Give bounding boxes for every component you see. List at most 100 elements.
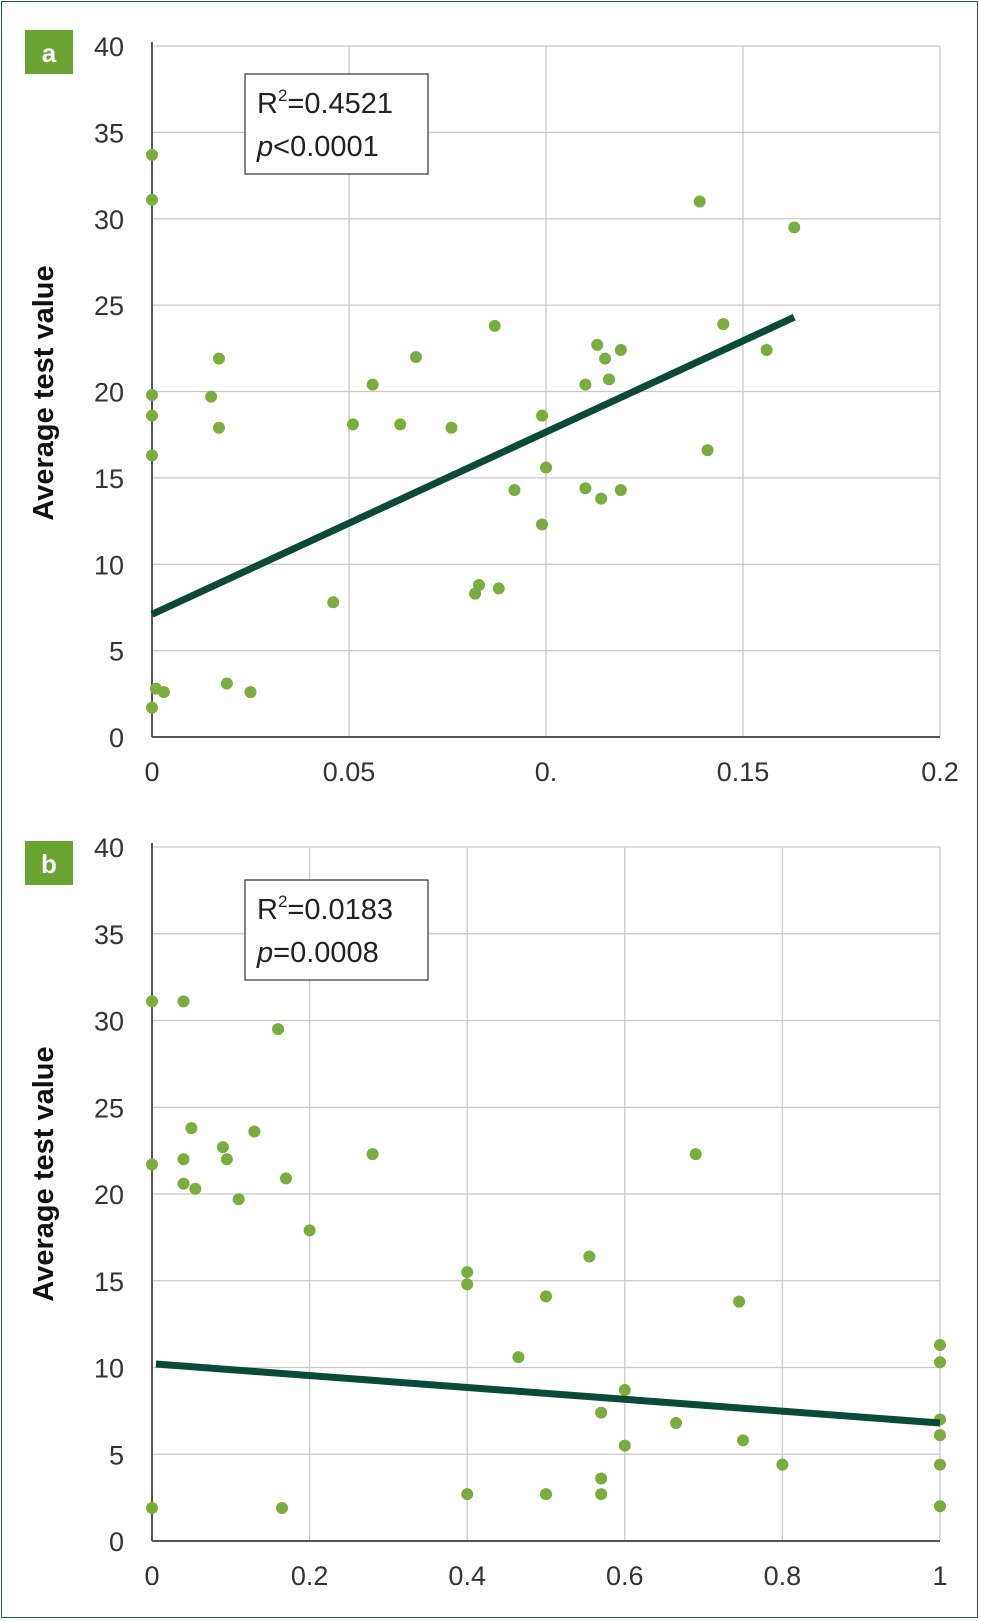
data-point-a xyxy=(146,148,158,161)
y-tick-label-a: 35 xyxy=(94,118,124,148)
data-point-b xyxy=(461,1488,474,1501)
data-point-b xyxy=(461,1278,474,1291)
data-point-b xyxy=(934,1356,946,1369)
y-axis-label-a: Average test value xyxy=(28,265,60,520)
data-point-b xyxy=(177,995,190,1008)
gridlines-a xyxy=(152,45,941,737)
data-point-b xyxy=(366,1148,379,1161)
p-value-label-b: p=0.0008 xyxy=(256,937,379,969)
r-squared-label-a: R2=0.4521 xyxy=(257,86,393,120)
data-point-a xyxy=(579,482,592,495)
data-point-b xyxy=(512,1351,525,1364)
x-tick-label-b: 0.6 xyxy=(606,1561,644,1591)
axes-b xyxy=(151,843,940,1542)
tick-labels-a: 0 5 10 15 20 25 30 35 40 0 0.05 0. 0.15 0.2 xyxy=(94,32,959,787)
data-point-b xyxy=(934,1458,946,1471)
x-tick-label-b: 1 xyxy=(932,1561,947,1591)
data-point-b xyxy=(540,1488,552,1501)
data-point-b xyxy=(146,995,158,1008)
data-point-a xyxy=(760,344,773,357)
data-points-a xyxy=(146,148,801,714)
data-point-b xyxy=(737,1434,749,1447)
data-point-b xyxy=(689,1148,702,1161)
data-point-a xyxy=(212,352,225,365)
x-tick-label-a: 0.05 xyxy=(323,757,376,787)
trendline-a xyxy=(150,314,796,618)
data-point-b xyxy=(279,1172,292,1185)
data-point-b xyxy=(232,1193,245,1206)
data-point-a xyxy=(146,409,158,422)
data-point-b xyxy=(934,1500,946,1513)
y-tick-label-b: 0 xyxy=(109,1527,124,1557)
data-point-a xyxy=(244,686,257,699)
data-point-b xyxy=(146,1158,158,1171)
data-point-a xyxy=(599,352,612,365)
y-axis-label-b: Average test value xyxy=(28,1046,60,1301)
data-point-a xyxy=(212,421,225,434)
data-point-b xyxy=(618,1439,631,1452)
data-point-a xyxy=(508,483,521,496)
data-point-a xyxy=(591,338,604,351)
y-tick-label-b: 15 xyxy=(94,1267,124,1297)
data-point-b xyxy=(583,1250,596,1263)
r-squared-label-b: R2=0.0183 xyxy=(257,892,393,926)
data-point-b xyxy=(733,1295,746,1308)
y-tick-label-b: 30 xyxy=(94,1007,124,1037)
data-point-a xyxy=(473,578,486,591)
data-point-a xyxy=(146,193,158,206)
stats-box-b xyxy=(244,879,429,981)
y-tick-label-a: 40 xyxy=(94,32,124,62)
data-point-b xyxy=(618,1384,631,1397)
data-point-a xyxy=(614,483,627,496)
x-tick-label-a: 0.15 xyxy=(717,757,770,787)
data-point-a xyxy=(701,444,714,457)
data-point-b xyxy=(540,1290,552,1303)
data-point-a xyxy=(693,195,706,208)
data-point-b xyxy=(595,1472,608,1485)
y-tick-label-a: 25 xyxy=(94,291,124,321)
data-point-a xyxy=(536,518,549,531)
data-point-b xyxy=(272,1023,285,1036)
panel-badge-b xyxy=(25,841,73,885)
data-point-a xyxy=(146,388,158,401)
data-point-a xyxy=(157,686,170,699)
data-point-b xyxy=(934,1338,946,1351)
x-tick-label-b: 0.8 xyxy=(764,1561,802,1591)
y-tick-label-a: 20 xyxy=(94,378,124,408)
data-point-b xyxy=(595,1488,608,1501)
x-tick-label-b: 0.4 xyxy=(448,1561,486,1591)
y-tick-label-a: 10 xyxy=(94,550,124,580)
y-tick-label-a: 0 xyxy=(109,723,124,753)
data-point-b xyxy=(216,1141,229,1154)
trendline-b xyxy=(155,1360,941,1427)
y-tick-label-b: 10 xyxy=(94,1354,124,1384)
data-point-b xyxy=(177,1153,190,1166)
data-point-a xyxy=(579,378,592,391)
y-tick-label-a: 30 xyxy=(94,205,124,235)
data-point-a xyxy=(146,701,158,714)
data-point-a xyxy=(146,449,158,462)
trendline-line-a xyxy=(150,314,796,618)
x-tick-label-a: 0.2 xyxy=(921,757,959,787)
data-point-a xyxy=(220,677,233,690)
data-point-a xyxy=(717,318,730,331)
data-point-a xyxy=(614,344,627,357)
data-point-a xyxy=(346,418,359,431)
y-tick-label-b: 20 xyxy=(94,1180,124,1210)
scatter-chart-b: 0 5 10 15 20 25 30 35 40 0 0.2 0.4 0.6 0.8 1 b Average… xyxy=(25,833,948,1591)
y-tick-label-b: 25 xyxy=(94,1093,124,1123)
data-point-b xyxy=(248,1125,261,1138)
panel-letter-b: b xyxy=(41,849,57,879)
data-point-a xyxy=(205,390,218,403)
data-point-b xyxy=(303,1224,316,1237)
tick-labels-b: 0 5 10 15 20 25 30 35 40 0 0.2 0.4 0.6 0.8 1 xyxy=(94,833,948,1591)
data-point-a xyxy=(488,319,501,332)
data-point-b xyxy=(189,1182,202,1195)
data-point-a xyxy=(536,409,549,422)
stats-box-a xyxy=(244,73,429,175)
p-value-label-a: p<0.0001 xyxy=(256,131,379,163)
data-point-a xyxy=(540,461,552,474)
data-point-b xyxy=(670,1417,683,1430)
data-points-b xyxy=(146,995,946,1515)
data-point-b xyxy=(461,1266,474,1279)
